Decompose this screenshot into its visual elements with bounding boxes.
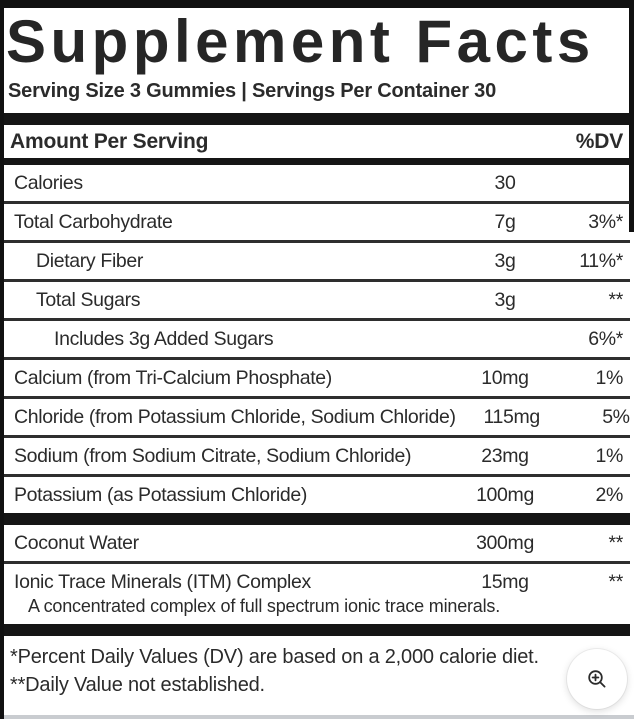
- nutrient-name: Total Carbohydrate: [14, 210, 173, 233]
- nutrient-rows: Calories 30 Total Carbohydrate 7g 3%* Dietary…: [4, 165, 630, 636]
- nutrient-row: Potassium (as Potassium Chloride) 100mg 2%: [4, 477, 630, 513]
- nutrient-amount: 7g: [494, 210, 516, 233]
- nutrient-dv: 2%: [595, 483, 624, 506]
- footnotes: *Percent Daily Values (DV) are based on …: [4, 636, 630, 699]
- nutrient-amount: 23mg: [481, 444, 529, 467]
- nutrient-amount: 10mg: [481, 366, 529, 389]
- nutrient-dv: **: [608, 288, 624, 311]
- frame-bottom-strip: [4, 715, 634, 719]
- nutrient-dv: **: [608, 570, 624, 593]
- nutrient-name: Calcium (from Tri-Calcium Phosphate): [14, 366, 332, 389]
- nutrient-name: Potassium (as Potassium Chloride): [14, 483, 307, 506]
- nutrient-name: Sodium (from Sodium Citrate, Sodium Chlo…: [14, 444, 412, 467]
- nutrient-amount: 3g: [494, 288, 516, 311]
- frame-left-strip: [0, 0, 4, 719]
- nutrient-dv: **: [608, 531, 624, 554]
- frame-right-strip: [629, 0, 634, 232]
- footnote-not-established: **Daily Value not established.: [10, 674, 265, 696]
- separator-thin: [4, 561, 630, 564]
- nutrient-amount: 30: [494, 171, 516, 194]
- serving-info: Serving Size 3 Gummies | Servings Per Co…: [8, 80, 497, 102]
- nutrient-dv: 1%: [595, 366, 624, 389]
- separator-thin: [4, 474, 630, 477]
- nutrient-name: Coconut Water: [14, 531, 139, 554]
- nutrient-dv: 5%: [602, 405, 630, 428]
- separator-thin: [4, 435, 630, 438]
- page-title: Supplement Facts: [6, 8, 595, 75]
- nutrient-row: Total Carbohydrate 7g 3%*: [4, 204, 630, 240]
- separator-thin: [4, 201, 630, 204]
- separator-thin: [4, 396, 630, 399]
- nutrient-row: Calcium (from Tri-Calcium Phosphate) 10mg…: [4, 360, 630, 396]
- nutrient-row: Coconut Water 300mg **: [4, 525, 630, 561]
- nutrient-name: Chloride (from Potassium Chloride, Sodiu…: [14, 405, 456, 428]
- nutrient-name: Dietary Fiber: [36, 249, 144, 272]
- separator-thin: [4, 318, 630, 321]
- separator-thick: [4, 624, 630, 636]
- nutrient-row: Chloride (from Potassium Chloride, Sodiu…: [4, 399, 630, 435]
- frame-top-strip: [0, 0, 634, 8]
- nutrient-row: Includes 3g Added Sugars 6%*: [4, 321, 630, 357]
- nutrient-row: Ionic Trace Minerals (ITM) Complex 15mg **: [4, 564, 630, 600]
- supplement-facts-panel: Supplement Facts Serving Size 3 Gummies …: [4, 8, 630, 699]
- nutrient-amount: 300mg: [476, 531, 534, 554]
- separator-thick: [4, 513, 630, 525]
- table-header-row: Amount Per Serving %DV: [4, 125, 630, 158]
- nutrient-dv: 6%*: [588, 327, 623, 350]
- amount-per-serving-label: Amount Per Serving: [10, 129, 209, 153]
- separator-thin: [4, 279, 630, 282]
- nutrient-row: Sodium (from Sodium Citrate, Sodium Chlo…: [4, 438, 630, 474]
- magnifier-plus-icon: [585, 667, 609, 691]
- nutrient-row: Calories 30: [4, 165, 630, 201]
- nutrient-name: Total Sugars: [36, 288, 141, 311]
- zoom-image-button[interactable]: [567, 649, 627, 709]
- nutrient-amount: 100mg: [476, 483, 534, 506]
- nutrient-name: Includes 3g Added Sugars: [54, 327, 274, 350]
- separator-thin: [4, 240, 630, 243]
- nutrient-name: Ionic Trace Minerals (ITM) Complex: [14, 570, 311, 593]
- nutrient-amount: 115mg: [483, 405, 540, 428]
- nutrient-dv: 11%*: [579, 249, 623, 272]
- nutrient-note: A concentrated complex of full spectrum …: [28, 596, 501, 616]
- nutrient-dv: 1%: [595, 444, 624, 467]
- footnote-dv: *Percent Daily Values (DV) are based on …: [10, 646, 539, 668]
- nutrient-amount: 15mg: [481, 570, 529, 593]
- separator-medium: [4, 158, 630, 165]
- nutrient-dv: 3%*: [588, 210, 623, 233]
- nutrient-row: Total Sugars 3g **: [4, 282, 630, 318]
- nutrient-name: Calories: [14, 171, 83, 194]
- nutrient-row: Dietary Fiber 3g 11%*: [4, 243, 630, 279]
- separator-thick: [4, 113, 630, 125]
- dv-column-label: %DV: [575, 129, 623, 153]
- nutrient-amount: 3g: [494, 249, 516, 272]
- separator-thin: [4, 357, 630, 360]
